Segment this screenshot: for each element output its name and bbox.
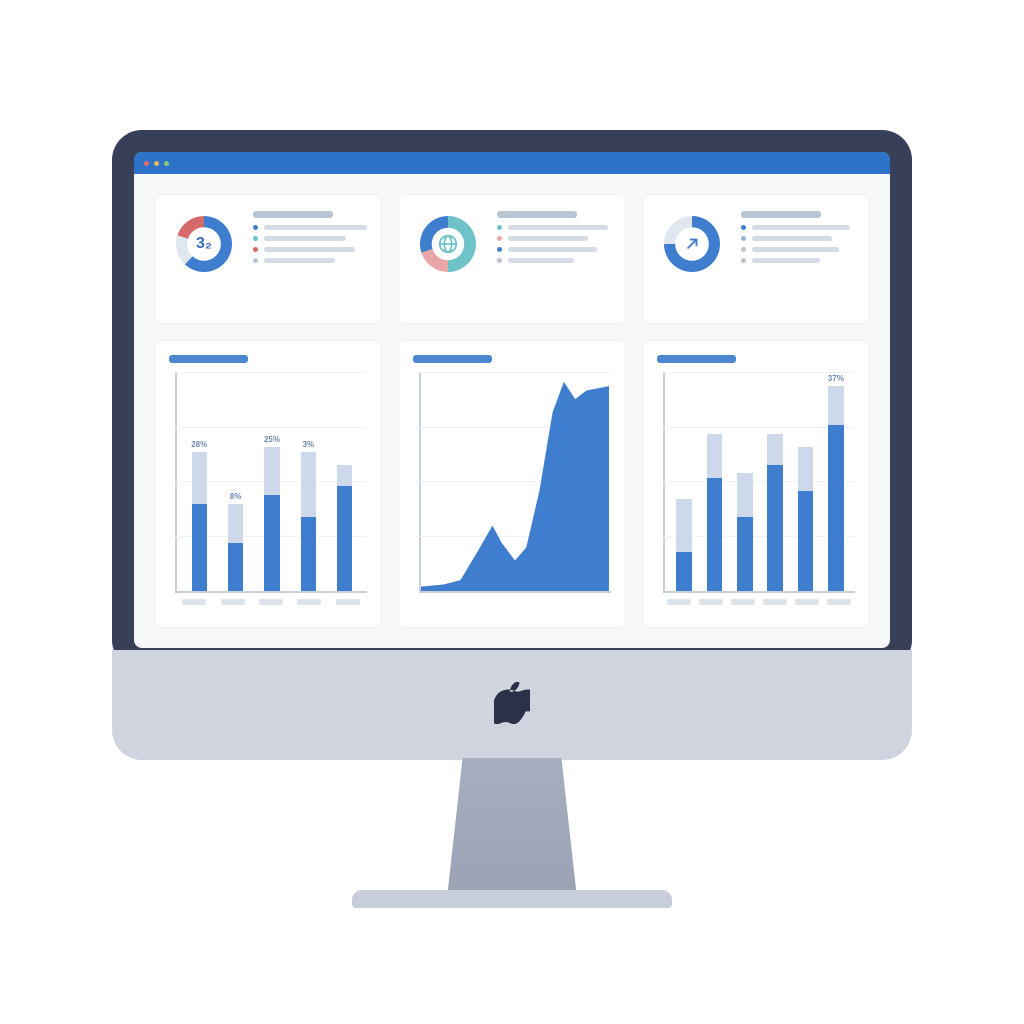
window-titlebar (134, 152, 890, 174)
legend-row (741, 247, 855, 252)
x-tick-placeholder (297, 599, 321, 605)
x-tick-placeholder (827, 599, 851, 605)
legend-row (253, 236, 367, 241)
bar (337, 465, 352, 591)
legend-row (497, 236, 611, 241)
stat-card-3 (642, 194, 870, 324)
x-tick-placeholder (336, 599, 360, 605)
globe-icon (413, 209, 483, 279)
legend-dot-icon (253, 247, 258, 252)
bar-chart-right: 37% (657, 373, 855, 613)
legend-dot-icon (741, 247, 746, 252)
bar (737, 473, 752, 591)
legend-title-placeholder (497, 211, 577, 218)
legend-dot-icon (253, 225, 258, 230)
apple-logo-icon (494, 682, 530, 729)
dashboard-grid: 3₂ (134, 174, 890, 648)
legend-row (497, 225, 611, 230)
chart-card-area (398, 340, 626, 628)
donut-1-value: 3₂ (169, 209, 239, 279)
bar-chart-left: 28% 8% 25% 3% (169, 373, 367, 613)
bar: 8% (228, 492, 243, 591)
donut-chart-1-icon: 3₂ (169, 209, 239, 279)
legend-row (253, 225, 367, 230)
bar (707, 434, 722, 591)
legend-dot-icon (497, 258, 502, 263)
traffic-light-max-icon[interactable] (164, 161, 169, 166)
legend-bar-placeholder (752, 258, 820, 263)
legend-dot-icon (497, 225, 502, 230)
bar-value-label: 37% (828, 374, 844, 383)
chart-card-bar-right: 37% (642, 340, 870, 628)
legend-dot-icon (741, 258, 746, 263)
legend-dot-icon (497, 247, 502, 252)
legend-title-placeholder (253, 211, 333, 218)
chart-title-placeholder (413, 355, 492, 363)
legend-bar-placeholder (752, 236, 832, 241)
x-tick-placeholder (731, 599, 755, 605)
legend-bar-placeholder (264, 247, 355, 252)
bar: 37% (828, 374, 843, 591)
imac-frame: 3₂ (112, 130, 912, 670)
bar (767, 434, 782, 591)
legend-bar-placeholder (264, 258, 335, 263)
legend-bar-placeholder (752, 247, 839, 252)
stat-card-1: 3₂ (154, 194, 382, 324)
stat-3-legend (741, 209, 855, 263)
screen: 3₂ (134, 152, 890, 648)
x-tick-placeholder (763, 599, 787, 605)
bar-value-label: 3% (303, 440, 315, 449)
legend-title-placeholder (741, 211, 821, 218)
bar-value-label: 8% (230, 492, 242, 501)
arrow-up-right-icon (657, 209, 727, 279)
legend-bar-placeholder (264, 236, 346, 241)
stat-1-legend (253, 209, 367, 263)
stat-2-legend (497, 209, 611, 263)
legend-row (253, 247, 367, 252)
legend-bar-placeholder (508, 247, 597, 252)
legend-row (497, 247, 611, 252)
legend-bar-placeholder (264, 225, 367, 230)
legend-dot-icon (253, 258, 258, 263)
bar: 3% (301, 440, 316, 592)
chart-title-placeholder (169, 355, 248, 363)
legend-row (253, 258, 367, 263)
bar: 25% (264, 435, 279, 591)
monitor-bezel: 3₂ (112, 130, 912, 670)
donut-chart-3-icon (657, 209, 727, 279)
bar (676, 499, 691, 591)
legend-bar-placeholder (508, 258, 574, 263)
bar (798, 447, 813, 591)
bar-value-label: 28% (191, 440, 207, 449)
chart-card-bar-left: 28% 8% 25% 3% (154, 340, 382, 628)
legend-bar-placeholder (508, 236, 588, 241)
stat-card-2 (398, 194, 626, 324)
x-tick-placeholder (667, 599, 691, 605)
x-tick-placeholder (259, 599, 283, 605)
x-tick-placeholder (795, 599, 819, 605)
monitor-stand-neck (447, 758, 577, 898)
legend-dot-icon (741, 225, 746, 230)
legend-row (741, 225, 855, 230)
monitor-stand-base (352, 890, 672, 908)
area-chart (413, 373, 611, 613)
donut-chart-2-icon (413, 209, 483, 279)
legend-bar-placeholder (752, 225, 850, 230)
legend-row (741, 236, 855, 241)
legend-dot-icon (253, 236, 258, 241)
bar-value-label: 25% (264, 435, 280, 444)
monitor-chin (112, 650, 912, 760)
legend-row (497, 258, 611, 263)
traffic-light-min-icon[interactable] (154, 161, 159, 166)
x-tick-placeholder (699, 599, 723, 605)
legend-dot-icon (741, 236, 746, 241)
chart-title-placeholder (657, 355, 736, 363)
traffic-light-close-icon[interactable] (144, 161, 149, 166)
bar: 28% (192, 440, 207, 592)
legend-bar-placeholder (508, 225, 608, 230)
x-tick-placeholder (221, 599, 245, 605)
x-tick-placeholder (182, 599, 206, 605)
legend-row (741, 258, 855, 263)
legend-dot-icon (497, 236, 502, 241)
